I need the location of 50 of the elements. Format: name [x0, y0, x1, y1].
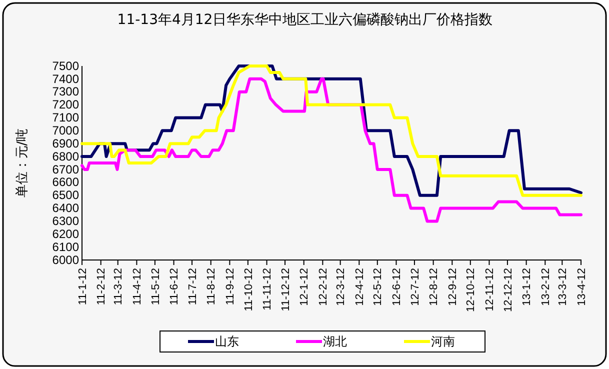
x-tick-label: 12-10-12 [465, 268, 478, 312]
y-tick-label: 6900 [52, 136, 80, 150]
y-tick-label: 7500 [52, 58, 80, 73]
y-tick-label: 6600 [52, 175, 80, 190]
x-tick-label: 11-9-12 [224, 268, 237, 306]
x-tick-label: 12-5-12 [372, 268, 384, 306]
x-tick-label: 12-2-12 [318, 268, 330, 306]
y-tick-label: 7100 [52, 110, 80, 125]
x-tick-label: 11-7-12 [186, 268, 199, 306]
y-axis-title: 单位：元/吨 [15, 128, 30, 198]
x-tick-label: 12-7-12 [409, 268, 422, 306]
x-tick-label: 11-3-12 [112, 268, 125, 306]
x-tick-label: 12-6-12 [391, 268, 404, 306]
y-tick-label: 6300 [52, 214, 80, 228]
line-series [80, 77, 582, 223]
legend-label: 河南 [431, 334, 455, 349]
x-tick-label: 12-12-12 [502, 268, 514, 312]
x-tick-label: 11-1-12 [76, 268, 89, 306]
x-tick-label: 12-3-12 [335, 268, 348, 306]
x-tick-label: 13-4-12 [576, 268, 588, 306]
y-tick-label: 6100 [52, 240, 80, 254]
x-tick-label: 12-9-12 [446, 268, 459, 306]
x-tick-label: 12-11-12 [484, 268, 496, 312]
x-tick-label: 13-3-12 [557, 268, 570, 306]
y-tick-label: 7000 [52, 124, 80, 138]
x-tick-label: 11-11-12 [262, 268, 274, 310]
y-tick-label: 6800 [52, 149, 80, 164]
x-tick-label: 11-12-12 [280, 268, 292, 312]
x-tick-label: 11-5-12 [150, 268, 162, 306]
x-tick-label: 13-1-12 [521, 268, 534, 306]
x-tick-label: 11-10-12 [242, 268, 255, 312]
x-tick-label: 11-6-12 [168, 268, 181, 306]
chart-title: 11-13年4月12日华东华中地区工业六偏磷酸钠出厂价格指数 [117, 12, 493, 28]
x-tick-label: 12-4-12 [354, 268, 366, 306]
y-tick-label: 6500 [52, 188, 80, 202]
legend-label: 山东 [215, 334, 239, 349]
y-tick-label: 7300 [52, 84, 80, 99]
y-tick-label: 6400 [52, 201, 80, 216]
y-tick-label: 6200 [52, 226, 80, 241]
y-tick-label: 6000 [52, 252, 80, 267]
x-tick-label: 12-1-12 [298, 268, 311, 306]
y-tick-label: 7200 [52, 98, 80, 112]
x-tick-label: 13-2-12 [540, 268, 552, 306]
x-tick-label: 11-2-12 [96, 268, 108, 306]
y-tick-label: 6700 [52, 162, 80, 176]
legend-label: 湖北 [323, 334, 347, 349]
x-tick-label: 11-4-12 [132, 268, 144, 306]
y-tick-label: 7400 [52, 72, 80, 86]
x-tick-label: 11-8-12 [206, 268, 218, 306]
x-tick-label: 12-8-12 [428, 268, 440, 306]
